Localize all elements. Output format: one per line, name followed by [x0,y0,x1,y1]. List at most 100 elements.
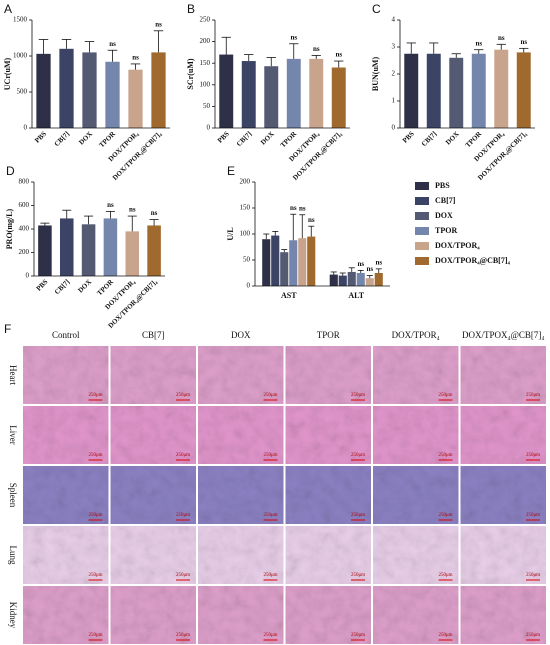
scale-label: 250μm [526,393,540,398]
tissue-texture [23,586,109,644]
legend-label: DOX [435,211,453,220]
bar [426,53,441,128]
significance-label: ns [475,39,482,47]
bar [264,66,279,128]
panel-letter: E [227,164,235,178]
y-tick-label: 200 [240,178,251,186]
bar [36,53,51,129]
row-label: Kidney [8,602,18,629]
legend-swatch [415,257,429,265]
significance-label: ns [366,265,373,273]
scale-label: 250μm [263,633,277,638]
x-tick-label: PBS [216,130,231,145]
scale-label: 250μm [351,393,365,398]
x-tick-label: DOX [259,130,276,147]
scale-label: 250μm [88,513,102,518]
scale-label: 250μm [176,513,190,518]
legend-swatch [415,212,429,220]
bar [307,236,316,286]
significance-label: ns [129,206,136,214]
scale-label: 250μm [176,633,190,638]
x-tick-label: DOX [77,130,94,147]
bar [309,58,324,128]
legend-swatch [415,227,429,235]
bar [81,224,96,276]
row-label: Liver [8,425,18,445]
tissue-texture [285,346,371,404]
panel-letter: F [4,322,11,336]
legend-label: DOX/TPOR₄@CB[7]₄ [435,256,511,265]
y-axis-label: BUN(uM) [371,57,380,92]
row-label: Lung [8,546,18,565]
bar [59,48,74,128]
bar [219,54,234,129]
tissue-texture [460,586,546,644]
y-tick-label: 1500 [13,16,28,24]
significance-label: ns [498,34,505,42]
legend-swatch [415,182,429,190]
legend-label: CB[7] [435,196,456,205]
significance-label: ns [109,40,116,48]
y-tick-label: 100 [240,230,251,238]
x-tick-label: TPOR [98,129,118,149]
column-label: DOX/TPOR₄ [392,330,440,340]
y-tick-label: 600 [19,201,30,209]
y-axis-label: SCr(uM) [186,58,195,89]
tissue-texture [198,466,284,524]
bar [289,240,298,286]
x-tick-label: TPOR [464,129,484,149]
tissue-texture [285,466,371,524]
significance-label: ns [290,33,297,41]
significance-label: ns [375,258,382,266]
scale-label: 250μm [176,573,190,578]
y-tick-label: 3 [392,43,396,51]
column-label: TPOR [317,330,340,340]
row-label: Heart [8,365,18,385]
bar [280,252,289,286]
x-tick-label: TPOR [96,277,116,297]
scale-label: 250μm [263,573,277,578]
significance-label: ns [520,38,527,46]
x-tick-label: CB[7] [235,130,253,148]
bar [262,239,271,286]
tissue-texture [285,526,371,584]
bar [347,271,356,286]
column-label: DOX/TPOX₄@CB[7]₄ [462,330,545,340]
bar [356,273,365,286]
tissue-texture [460,346,546,404]
column-label: CB[7] [142,330,165,340]
y-tick-label: 500 [17,88,28,96]
bar [329,274,338,286]
scale-label: 250μm [438,513,452,518]
bar [494,49,509,129]
y-tick-label: 2 [392,70,396,78]
bar [271,235,280,286]
scale-label: 250μm [526,633,540,638]
tissue-texture [198,586,284,644]
tissue-texture [23,406,109,464]
tissue-texture [110,586,196,644]
y-tick-label: 200 [200,37,211,45]
tissue-texture [373,346,459,404]
significance-label: ns [308,216,315,224]
x-tick-label: PBS [33,130,48,145]
scale-label: 250μm [88,453,102,458]
scale-label: 250μm [526,513,540,518]
scale-label: 250μm [526,573,540,578]
tissue-texture [198,346,284,404]
tissue-texture [23,466,109,524]
y-axis-label: U/L [226,227,235,240]
significance-label: ns [132,54,139,62]
bar [38,225,52,276]
y-tick-label: 250 [200,16,211,24]
y-axis-label: PRO(mg/L) [5,208,14,249]
scale-label: 250μm [438,393,452,398]
y-tick-label: 200 [19,248,30,256]
scale-label: 250μm [88,393,102,398]
column-label: DOX [231,330,251,340]
legend-label: TPOR [435,226,457,235]
bar [59,218,74,276]
x-tick-label: AST [281,291,297,300]
tissue-texture [373,586,459,644]
